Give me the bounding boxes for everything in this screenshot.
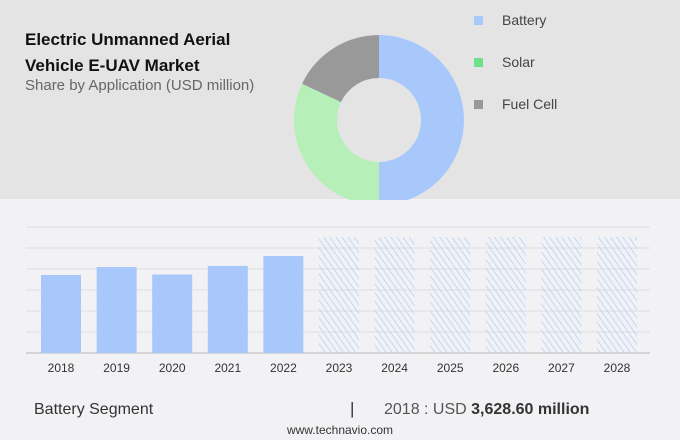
- x-tick-label: 2018: [48, 361, 75, 375]
- slice-solar: [294, 83, 379, 200]
- slice-battery: [379, 35, 464, 200]
- x-tick-label: 2022: [270, 361, 297, 375]
- x-tick-label: 2020: [159, 361, 186, 375]
- x-tick-label: 2025: [437, 361, 464, 375]
- slice-fuel-cell: [302, 35, 379, 103]
- bar-2027: [541, 237, 582, 353]
- legend-label: Solar: [502, 54, 535, 70]
- legend-solar: Solar: [474, 54, 535, 70]
- x-tick-label: 2019: [103, 361, 130, 375]
- legend-swatch: [474, 99, 483, 109]
- x-tick-label: 2021: [214, 361, 241, 375]
- legend-swatch: [474, 15, 483, 25]
- bar-chart: 2018 2019 2020 2021 2022 2023 2024 2025 2026 2027…: [26, 226, 650, 375]
- x-tick-label: 2028: [604, 361, 631, 375]
- bar-2019: [96, 266, 137, 353]
- bar-2023: [319, 237, 359, 353]
- bar-2018: [41, 274, 81, 353]
- source-url: www.technavio.com: [286, 423, 394, 437]
- chart-title: Electric Unmanned Aerial Vehicle E-UAV M…: [25, 30, 231, 75]
- legend-label: Fuel Cell: [502, 96, 558, 112]
- x-tick-label: 2023: [326, 361, 353, 375]
- bar-2025: [430, 237, 471, 353]
- legend-label: Battery: [502, 12, 547, 28]
- value-amount: 3,628.60 million: [471, 401, 590, 418]
- bar-2022: [263, 256, 304, 353]
- bar-2021: [207, 265, 248, 353]
- separator: |: [350, 399, 355, 418]
- bar-2020: [152, 274, 193, 353]
- legend-swatch: [474, 57, 483, 67]
- donut-chart: [294, 35, 464, 200]
- x-tick-label: 2024: [381, 361, 408, 375]
- legend-fuel-cell: Fuel Cell: [474, 96, 557, 112]
- segment-value: 2018 : USD 3,628.60 million: [384, 401, 589, 419]
- chart-subtitle: Share by Application (USD million): [25, 77, 255, 94]
- x-tick-label: 2026: [492, 361, 519, 375]
- bar-2024: [374, 237, 415, 353]
- segment-label: Battery Segment: [34, 401, 154, 418]
- legend-battery: Battery: [474, 12, 546, 28]
- year-label: 2018 : USD: [384, 401, 472, 418]
- bar-2026: [485, 237, 526, 353]
- bar-2028: [597, 237, 637, 353]
- x-tick-label: 2027: [548, 361, 575, 375]
